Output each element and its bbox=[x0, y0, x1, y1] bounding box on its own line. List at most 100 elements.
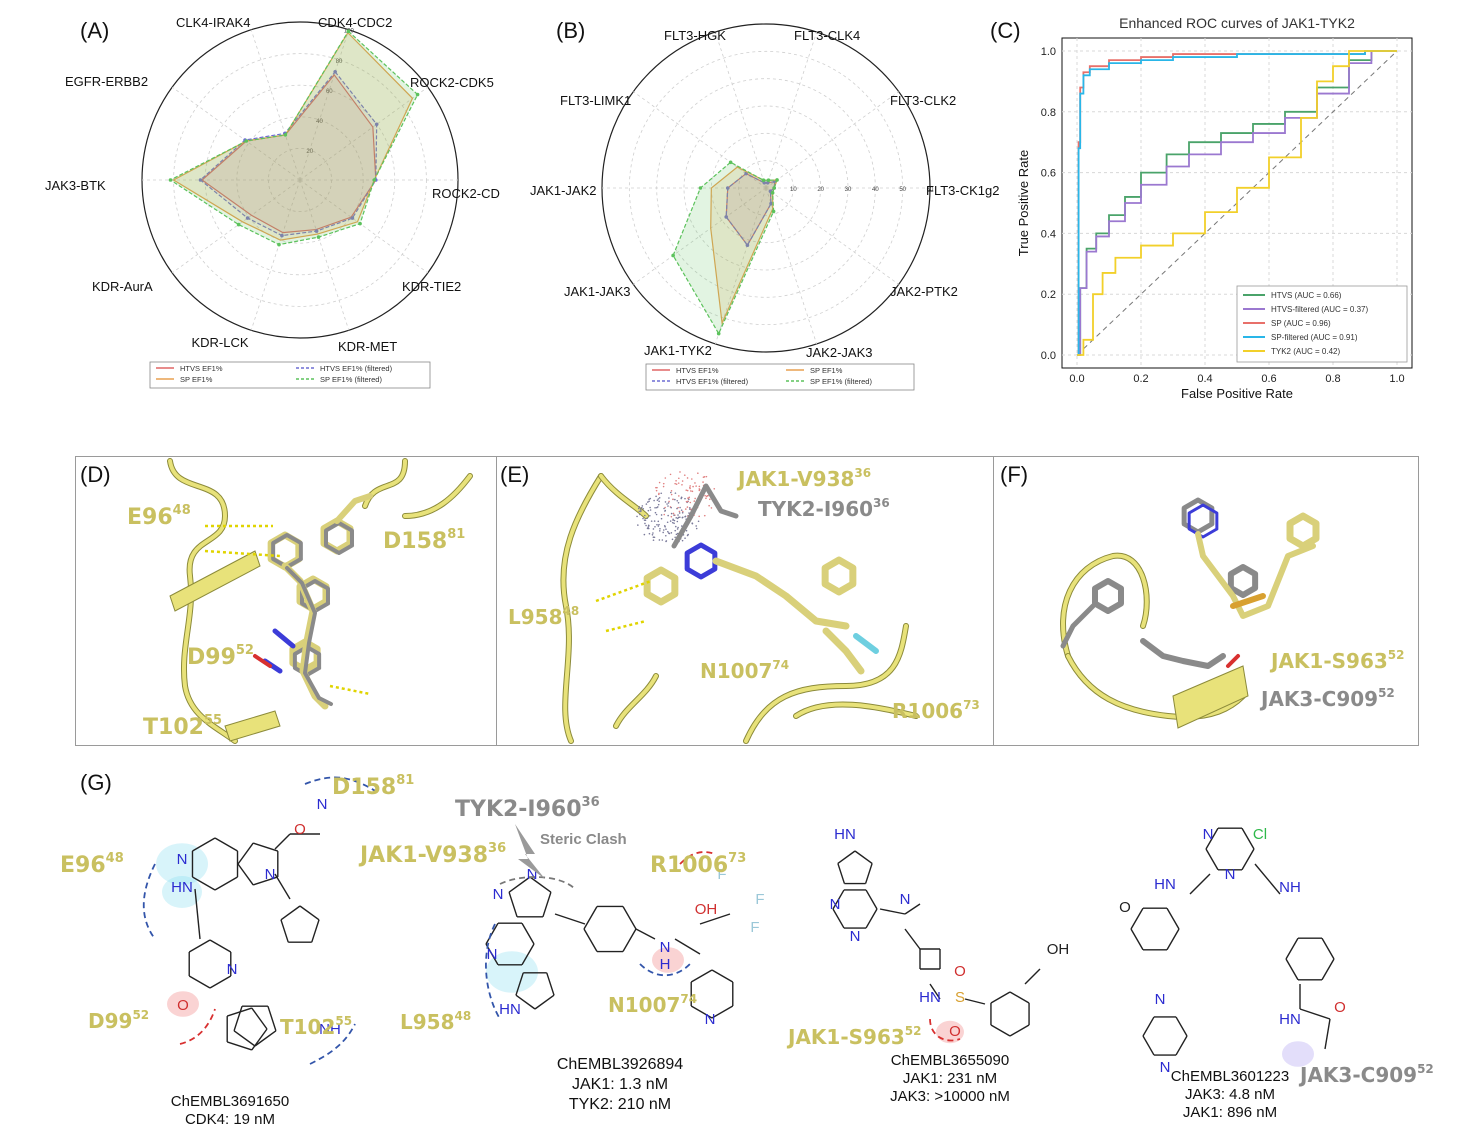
legend-label: SP EF1% (filtered) bbox=[810, 377, 872, 386]
ligand-stick bbox=[1231, 567, 1255, 595]
ligand-stick bbox=[687, 545, 715, 577]
residue-label-l958: L95848 bbox=[400, 1009, 471, 1034]
y-tick-label: 0.8 bbox=[1041, 107, 1056, 119]
y-tick-label: 0.4 bbox=[1041, 228, 1056, 240]
ligand-stick bbox=[1095, 581, 1121, 611]
chem-bond bbox=[189, 976, 210, 988]
chem-bond bbox=[1322, 959, 1334, 980]
atom-label: O bbox=[294, 821, 306, 838]
surface-dot bbox=[661, 514, 663, 516]
residue-number: 36 bbox=[488, 841, 506, 856]
roc-chart-c: Enhanced ROC curves of JAK1-TYK20.0 0.2 0.… bbox=[1010, 0, 1480, 420]
axis-label: FLT3-CLK4 bbox=[794, 28, 860, 43]
chem-bond bbox=[636, 929, 655, 939]
surface-dot bbox=[687, 534, 689, 536]
residue-name: L958 bbox=[400, 1010, 455, 1034]
surface-dot bbox=[677, 521, 679, 523]
ligand-stick bbox=[1143, 641, 1223, 666]
surface-dot bbox=[695, 485, 697, 487]
residue-number: 48 bbox=[563, 604, 580, 618]
atom-label: HN bbox=[1279, 1011, 1301, 1028]
residue-name: D99 bbox=[88, 1009, 132, 1033]
chem-bond bbox=[192, 838, 215, 851]
surface-dot bbox=[695, 525, 697, 527]
surface-dot bbox=[684, 516, 686, 518]
surface-dot bbox=[658, 524, 660, 526]
ligand-stick bbox=[275, 631, 293, 646]
surface-dot bbox=[690, 490, 692, 492]
surface-dot bbox=[686, 530, 688, 532]
residue-number: 55 bbox=[335, 1014, 352, 1028]
surface-dot bbox=[674, 536, 676, 538]
chem-bond bbox=[234, 1006, 242, 1031]
surface-dot bbox=[644, 515, 646, 517]
residue-name: JAK1-S963 bbox=[786, 1025, 905, 1049]
surface-dot bbox=[640, 508, 642, 510]
atom-label: N bbox=[1155, 991, 1166, 1008]
chem-bond bbox=[1010, 992, 1029, 1003]
axis-label: FLT3-HGK bbox=[664, 28, 726, 43]
surface-dot bbox=[698, 516, 700, 518]
axis-label: JAK2-PTK2 bbox=[890, 284, 958, 299]
legend: HTVS (AUC = 0.66)HTVS-filtered (AUC = 0.… bbox=[1237, 286, 1407, 362]
surface-dot bbox=[648, 500, 650, 502]
ligand-stick bbox=[1290, 516, 1316, 546]
tick-label: 20 bbox=[817, 187, 824, 193]
residue-name: L958 bbox=[508, 605, 563, 629]
residue-number: 55 bbox=[204, 713, 222, 728]
data-point bbox=[775, 178, 779, 182]
chem-bond bbox=[234, 1031, 255, 1046]
residue-number: 48 bbox=[455, 1009, 472, 1023]
chem-bond bbox=[1206, 849, 1218, 870]
surface-dot bbox=[649, 533, 651, 535]
steric-clash-label: Steric Clash bbox=[540, 831, 627, 848]
ligand-stick bbox=[1063, 606, 1093, 646]
surface-dot bbox=[677, 528, 679, 530]
surface-dot bbox=[658, 493, 660, 495]
surface-dot bbox=[663, 486, 665, 488]
surface-dot bbox=[653, 528, 655, 530]
surface-dot bbox=[649, 507, 651, 509]
chem-bond bbox=[855, 851, 872, 863]
surface-dot bbox=[674, 483, 676, 485]
surface-dot bbox=[675, 517, 677, 519]
surface-dot bbox=[648, 510, 650, 512]
atom-label: N bbox=[850, 928, 861, 945]
surface-dot bbox=[689, 485, 691, 487]
surface-dot bbox=[691, 522, 693, 524]
surface-dot bbox=[658, 500, 660, 502]
x-tick-label: 0.0 bbox=[1069, 373, 1084, 385]
residue-number: 36 bbox=[582, 795, 600, 810]
surface-dot bbox=[694, 482, 696, 484]
surface-dot bbox=[662, 539, 664, 541]
atom-label: F bbox=[755, 891, 764, 908]
residue-label-n1007: N100774 bbox=[700, 658, 789, 683]
surface-dot bbox=[664, 525, 666, 527]
data-point bbox=[729, 160, 733, 164]
compound-id: ChEMBL3926894 bbox=[520, 1055, 720, 1075]
surface-dot bbox=[713, 488, 715, 490]
surface-dot bbox=[657, 499, 659, 501]
data-point bbox=[762, 178, 766, 182]
data-point bbox=[237, 223, 241, 227]
legend: HTVS EF1% HTVS EF1% (filtered)SP EF1% SP E… bbox=[150, 362, 430, 388]
residue-name: T102 bbox=[280, 1015, 335, 1039]
residue-label-e96: E9648 bbox=[60, 851, 124, 878]
axis-label: FLT3-CLK2 bbox=[890, 93, 956, 108]
surface-dot bbox=[655, 512, 657, 514]
data-point bbox=[284, 133, 288, 137]
surface-dot bbox=[655, 487, 657, 489]
surface-dot bbox=[691, 478, 693, 480]
surface-dot bbox=[639, 514, 641, 516]
surface-dot bbox=[687, 477, 689, 479]
structure-image-e: JAK1-V93836TYK2-I96036L95848N100774R1006… bbox=[496, 456, 992, 744]
axis-label: JAK2-JAK3 bbox=[806, 345, 872, 360]
surface-dot bbox=[656, 514, 658, 516]
backbone-outline bbox=[746, 626, 906, 741]
chem-bond bbox=[210, 940, 231, 952]
surface-dot bbox=[679, 511, 681, 513]
residue-label-d99: D9952 bbox=[187, 643, 254, 670]
atom-label: HN bbox=[1154, 876, 1176, 893]
atom-label: S bbox=[955, 989, 965, 1006]
residue-label-t102: T10255 bbox=[280, 1014, 352, 1039]
